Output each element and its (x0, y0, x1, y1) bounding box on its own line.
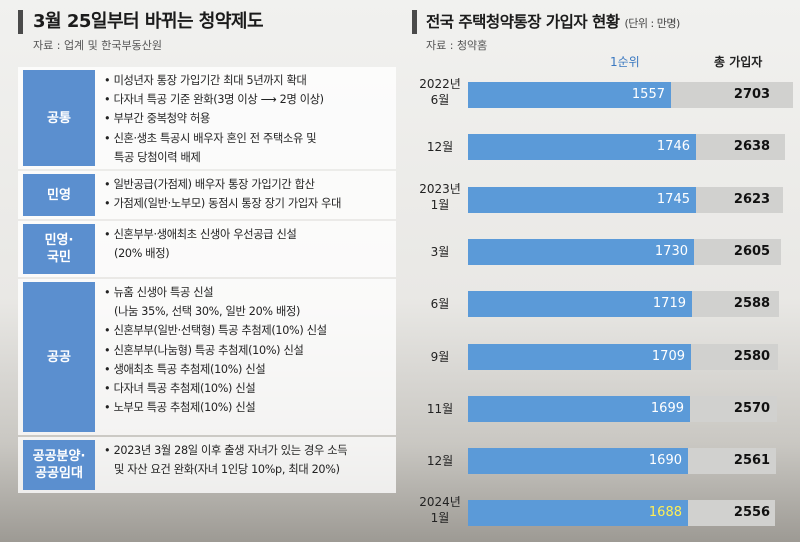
policy-line: 2023년 3월 28일 이후 출생 자녀가 있는 경우 소득 (104, 441, 390, 460)
policy-bullets: 신혼부부·생애최초 신생아 우선공급 신설 (20% 배정) (104, 225, 390, 263)
policy-bullets: 뉴홈 신생아 특공 신설 (나눔 35%, 선택 30%, 일반 20% 배정) 신… (104, 283, 390, 417)
right-panel: 전국 주택청약통장 가입자 현황 (단위 : 만명) 자료 : 청약홈 1순위 … (412, 10, 800, 526)
category-tag-line: 국민 (47, 250, 71, 265)
bar-first-rank (468, 239, 694, 265)
value-label-first-rank: 1730 (654, 244, 688, 259)
policy-line: 미성년자 통장 가입기간 최대 5년까지 확대 (104, 71, 390, 90)
value-label-total: 2623 (733, 192, 771, 207)
value-label-total: 2588 (733, 296, 771, 311)
y-tick-label-line: 11월 (426, 402, 454, 416)
y-tick-label-line: 6월 (430, 297, 450, 311)
y-tick-label: 2024년 1월 (412, 494, 468, 526)
policy-line: 부부간 중복청약 허용 (104, 109, 390, 128)
y-tick-label-line: 1월 (430, 511, 450, 525)
bar-first-rank (468, 134, 696, 160)
category-tag-line: 공공 (47, 349, 71, 365)
value-label-total: 2580 (733, 349, 771, 364)
y-tick-label-line: 9월 (430, 350, 450, 364)
legend-total: 총 가입자 (714, 55, 763, 69)
policy-bullets: 2023년 3월 28일 이후 출생 자녀가 있는 경우 소득및 자산 요건 완… (104, 441, 390, 479)
y-tick-label-line: 1월 (430, 198, 450, 212)
policy-line: 신혼부부(나눔형) 특공 추첨제(10%) 신설 (104, 341, 390, 360)
left-panel: 3월 25일부터 바뀌는 청약제도 자료 : 업계 및 한국부동산원 공통 미성년… (18, 10, 396, 493)
bar-first-rank (468, 291, 692, 317)
value-label-first-rank: 1699 (650, 401, 684, 416)
left-panel-title: 3월 25일부터 바뀌는 청약제도 (18, 10, 396, 34)
policy-line: 신혼부부·생애최초 신생아 우선공급 신설 (104, 225, 390, 244)
y-tick-label: 12월 (412, 453, 468, 469)
policy-line: 뉴홈 신생아 특공 신설 (104, 283, 390, 302)
y-tick-label: 2022년 6월 (412, 76, 468, 108)
policy-bullets: 일반공급(가점제) 배우자 통장 가입기간 합산가점제(일반·노부모) 동점시 … (104, 175, 390, 213)
value-label-first-rank: 1746 (656, 139, 690, 154)
policy-row: 공공 뉴홈 신생아 특공 신설 (나눔 35%, 선택 30%, 일반 20% 배정… (18, 279, 396, 435)
policy-row: 공공분양· 공공임대 2023년 3월 28일 이후 출생 자녀가 있는 경우 소득… (18, 437, 396, 493)
policy-line: 생애최초 특공 추첨제(10%) 신설 (104, 360, 390, 379)
category-tag-line: 공공임대 (35, 466, 83, 481)
category-tag: 민영 (23, 174, 95, 216)
policy-bullets: 미성년자 통장 가입기간 최대 5년까지 확대다자녀 특공 기준 완화(3명 이… (104, 71, 390, 167)
category-tag: 공통 (23, 70, 95, 166)
y-tick-label-line: 12월 (426, 140, 454, 154)
category-tag-line: 공통 (47, 110, 71, 126)
chart-title: 전국 주택청약통장 가입자 현황 (단위 : 만명) (412, 10, 800, 34)
y-tick-label: 3월 (412, 244, 468, 260)
policy-line: 일반공급(가점제) 배우자 통장 가입기간 합산 (104, 175, 390, 194)
y-tick-label: 2023년 1월 (412, 181, 468, 213)
y-tick-label: 11월 (412, 401, 468, 417)
bar-first-rank (468, 82, 671, 108)
value-label-first-rank: 1745 (656, 192, 690, 207)
value-label-total: 2703 (733, 87, 771, 102)
value-label-total: 2605 (733, 244, 771, 259)
policy-row: 민영 일반공급(가점제) 배우자 통장 가입기간 합산가점제(일반·노부모) 동점… (18, 171, 396, 219)
policy-row: 민영· 국민 신혼부부·생애최초 신생아 우선공급 신설 (20% 배정) (18, 221, 396, 277)
legend-first-rank: 1순위 (610, 55, 640, 69)
subscriber-bar-chart: 1순위 총 가입자 2022년 6월 1557 2703 12월 1746 2638 2023… (412, 10, 800, 526)
bar-first-rank (468, 396, 690, 422)
y-tick-label-line: 12월 (426, 454, 454, 468)
policy-line: (20% 배정) (114, 247, 170, 261)
policy-line: (나눔 35%, 선택 30%, 일반 20% 배정) (114, 305, 301, 319)
value-label-first-rank: 1688 (648, 505, 682, 520)
y-tick-label-line: 2024년 (419, 495, 461, 509)
policy-row: 공통 미성년자 통장 가입기간 최대 5년까지 확대다자녀 특공 기준 완화(3명… (18, 67, 396, 169)
chart-title-text: 전국 주택청약통장 가입자 현황 (426, 13, 620, 31)
category-tag: 공공 (23, 282, 95, 432)
policy-line: 노부모 특공 추첨제(10%) 신설 (104, 398, 390, 417)
value-label-total: 2561 (733, 453, 771, 468)
policy-line: 신혼부부(일반·선택형) 특공 추첨제(10%) 신설 (104, 321, 390, 340)
value-label-first-rank: 1719 (652, 296, 686, 311)
y-tick-label: 9월 (412, 349, 468, 365)
chart-unit: (단위 : 만명) (624, 17, 680, 30)
category-tag-line: 민영· (44, 233, 74, 248)
category-tag-line: 민영 (47, 187, 71, 203)
y-tick-label-line: 2023년 (419, 182, 461, 196)
y-tick-label: 12월 (412, 139, 468, 155)
policy-line: 신혼·생초 특공시 배우자 혼인 전 주택소유 및 (104, 129, 390, 148)
value-label-first-rank: 1557 (631, 87, 665, 102)
left-panel-source: 자료 : 업계 및 한국부동산원 (33, 39, 163, 52)
policy-line: 다자녀 특공 추첨제(10%) 신설 (104, 379, 390, 398)
value-label-first-rank: 1690 (648, 453, 682, 468)
policy-line: 특공 당첨이력 배제 (114, 150, 201, 164)
bar-first-rank (468, 187, 696, 213)
bar-first-rank (468, 500, 688, 526)
category-tag: 민영· 국민 (23, 224, 95, 274)
y-tick-label-line: 3월 (430, 245, 450, 259)
policy-line: 및 자산 요건 완화(자녀 1인당 10%p, 최대 20%) (114, 463, 340, 477)
y-tick-label: 6월 (412, 296, 468, 312)
y-tick-label-line: 2022년 (419, 77, 461, 91)
value-label-total: 2638 (733, 139, 771, 154)
policy-line: 다자녀 특공 기준 완화(3명 이상 ⟶ 2명 이상) (104, 90, 390, 109)
bar-first-rank (468, 448, 688, 474)
category-tag: 공공분양· 공공임대 (23, 440, 95, 490)
bar-first-rank (468, 344, 691, 370)
value-label-total: 2556 (733, 505, 771, 520)
category-tag-line: 공공분양· (32, 449, 86, 464)
policy-line: 가점제(일반·노부모) 동점시 통장 장기 가입자 우대 (104, 194, 390, 213)
chart-source: 자료 : 청약홈 (426, 39, 488, 52)
value-label-first-rank: 1709 (651, 349, 685, 364)
y-tick-label-line: 6월 (430, 93, 450, 107)
value-label-total: 2570 (733, 401, 771, 416)
